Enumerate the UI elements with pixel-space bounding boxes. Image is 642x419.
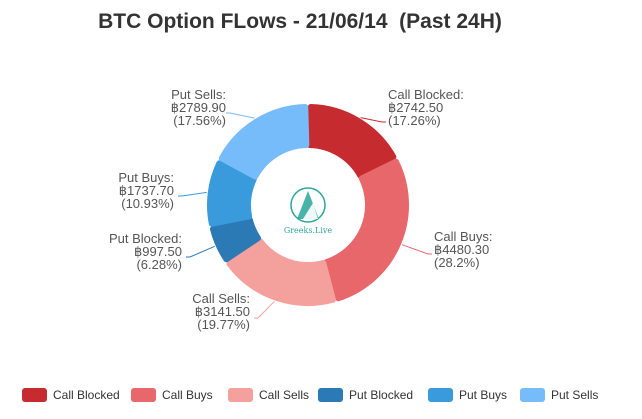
legend-item-call-sells[interactable]: Call Sells	[228, 388, 309, 402]
legend-label: Put Sells	[551, 388, 598, 402]
legend-swatch	[318, 388, 343, 402]
slice-label-pct: (19.77%)	[197, 317, 250, 332]
leader-line	[178, 191, 207, 197]
slice-label-name: Put Sells:	[171, 87, 226, 102]
legend-label: Put Buys	[459, 388, 507, 402]
slice-label-name: Call Sells:	[192, 291, 250, 306]
leader-line	[186, 245, 215, 258]
legend-label: Call Blocked	[53, 388, 120, 402]
slice-put-sells[interactable]	[218, 104, 310, 180]
legend-label: Put Blocked	[349, 388, 413, 402]
legend-swatch	[22, 388, 47, 402]
slice-label-pct: (28.2%)	[434, 255, 480, 270]
slice-label: Call Sells: ฿3141.50 (19.77%)	[192, 291, 250, 332]
slice-label: Put Blocked: ฿997.50 (6.28%)	[109, 231, 182, 272]
slice-label-value: ฿1737.70	[119, 183, 174, 198]
slice-label-value: ฿4480.30	[434, 242, 489, 257]
slice-label: Call Blocked: ฿2742.50 (17.26%)	[388, 87, 464, 128]
slice-label-pct: (6.28%)	[136, 257, 182, 272]
slice-call-buys[interactable]	[323, 158, 409, 302]
chart-title: BTC Option FLows - 21/06/14 (Past 24H)	[98, 10, 502, 33]
slice-put-blocked[interactable]	[209, 216, 262, 263]
logo-text: Greeks.Live	[284, 226, 333, 235]
leader-line	[401, 244, 432, 255]
legend-label: Call Sells	[259, 388, 309, 402]
legend-swatch	[520, 388, 545, 402]
legend-item-put-sells[interactable]: Put Sells	[520, 388, 598, 402]
slice-label: Put Sells: ฿2789.90 (17.56%)	[171, 87, 226, 128]
slice-label-name: Call Buys:	[434, 229, 493, 244]
legend-item-call-blocked[interactable]: Call Blocked	[22, 388, 120, 402]
slice-label-pct: (17.26%)	[388, 113, 441, 128]
greeks-live-logo: Greeks.Live	[284, 187, 333, 235]
slice-label-value: ฿2742.50	[388, 100, 443, 115]
slice-label-value: ฿3141.50	[195, 304, 250, 319]
legend-item-put-buys[interactable]: Put Buys	[428, 388, 507, 402]
leader-line	[360, 117, 386, 123]
legend: Call Blocked Call Buys Call Sells Put Block…	[22, 388, 598, 402]
slice-label-pct: (10.93%)	[121, 196, 174, 211]
legend-item-put-blocked[interactable]: Put Blocked	[318, 388, 413, 402]
slice-label-name: Call Blocked:	[388, 87, 464, 102]
legend-swatch	[228, 388, 253, 402]
slice-call-blocked[interactable]	[306, 104, 397, 179]
slice-label: Put Buys: ฿1737.70 (10.93%)	[118, 170, 174, 211]
slice-label-value: ฿2789.90	[171, 100, 226, 115]
leader-line	[226, 112, 255, 119]
slices-layer	[207, 104, 409, 306]
slice-label-pct: (17.56%)	[173, 113, 226, 128]
slice-label: Call Buys: ฿4480.30 (28.2%)	[434, 229, 493, 270]
legend-label: Call Buys	[162, 388, 213, 402]
slice-label-name: Put Blocked:	[109, 231, 182, 246]
legend-swatch	[428, 388, 453, 402]
labels-layer: Call Blocked: ฿2742.50 (17.26%)Call Buys: ฿…	[109, 87, 493, 332]
legend-swatch	[131, 388, 156, 402]
slice-put-buys[interactable]	[207, 160, 257, 227]
leader-line	[254, 300, 275, 319]
slice-label-name: Put Buys:	[118, 170, 174, 185]
legend-item-call-buys[interactable]: Call Buys	[131, 388, 213, 402]
slice-call-sells[interactable]	[226, 237, 336, 306]
slice-label-value: ฿997.50	[134, 244, 182, 259]
